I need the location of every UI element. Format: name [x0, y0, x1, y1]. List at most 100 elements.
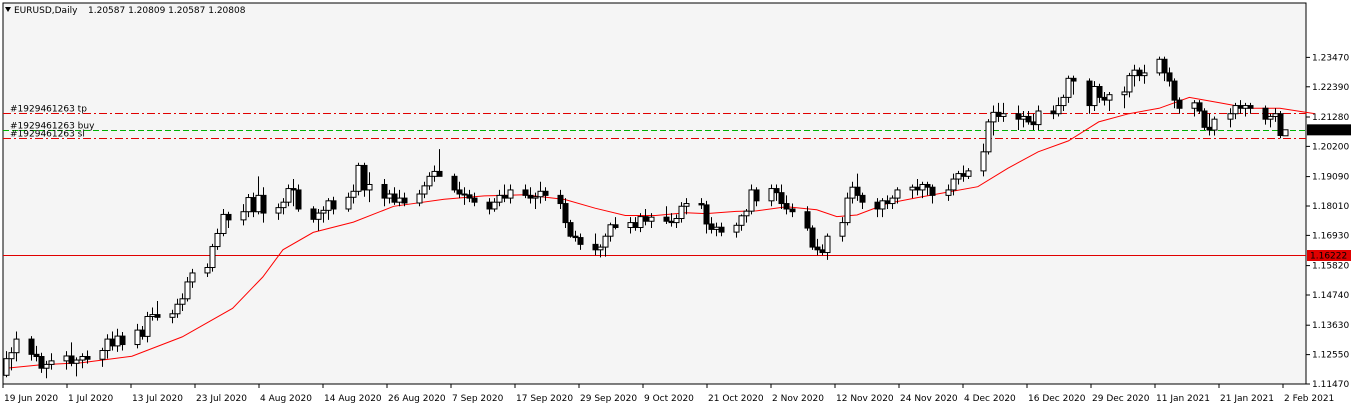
candle-body [84, 356, 91, 360]
bull-candle [220, 208, 227, 237]
bull-candle [844, 192, 851, 226]
candle-body [250, 197, 257, 213]
x-tick-label: 21 Jan 2021 [1220, 394, 1274, 404]
candle-body [396, 197, 403, 203]
y-tick-label: 1.21280 [1312, 113, 1349, 123]
bull-candle [8, 347, 15, 371]
candle-body [3, 358, 10, 376]
bear-candle [1196, 100, 1203, 114]
candle-body [572, 235, 579, 239]
bear-candle [1166, 67, 1173, 87]
bear-candle [642, 208, 649, 226]
bear-candle [718, 222, 725, 237]
candle-body [275, 207, 282, 214]
bear-candle [814, 238, 821, 256]
symbol-label: EURUSD,Daily [14, 6, 78, 16]
triangle-down-icon[interactable] [5, 7, 11, 12]
candle-body [245, 197, 252, 213]
bear-candle [290, 179, 297, 207]
candle-body [1000, 113, 1007, 117]
candle-body [919, 183, 926, 191]
order-line-label: #1929461263 buy [10, 122, 95, 132]
bear-candle [1070, 75, 1077, 95]
bear-candle [1096, 83, 1103, 103]
candle-body [673, 218, 680, 224]
candle-body [683, 203, 690, 207]
bear-candle [501, 184, 508, 203]
bull-candle [980, 143, 987, 177]
bear-candle [1262, 105, 1269, 125]
candle-body [637, 216, 644, 228]
candle-body [381, 183, 388, 199]
bull-candle [1106, 91, 1113, 112]
candle-body [421, 185, 428, 195]
bull-candle [350, 184, 357, 204]
bull-candle [416, 189, 423, 207]
candle-body [214, 232, 221, 248]
candle-body [169, 313, 176, 318]
bear-candle [38, 352, 45, 373]
x-tick-label: 4 Aug 2020 [260, 394, 312, 404]
bull-candle [824, 233, 831, 260]
order-line-label: #1929461263 tp [10, 105, 87, 115]
bear-candle [859, 192, 866, 209]
bull-candle [507, 184, 514, 204]
bull-candle [421, 181, 428, 199]
candle-body [874, 201, 881, 210]
candle-body [738, 215, 745, 226]
candle-body [1247, 105, 1254, 109]
bear-candle [663, 206, 670, 224]
bull-candle [602, 233, 609, 257]
candle-body [431, 170, 438, 177]
candle-body [1191, 102, 1198, 109]
candle-body [668, 220, 675, 224]
bear-candle [1176, 97, 1183, 114]
candle-body [929, 186, 936, 196]
bull-candle [285, 184, 292, 207]
candle-body [361, 164, 368, 191]
candle-body [209, 246, 216, 269]
y-tick-label: 1.14740 [1312, 291, 1349, 301]
x-tick-label: 21 Oct 2020 [708, 394, 764, 404]
candle-body [1065, 77, 1072, 98]
candle-body [1237, 105, 1244, 109]
bear-candle [577, 233, 584, 250]
candle-body [1277, 113, 1284, 136]
bull-candle [1055, 97, 1062, 117]
bear-candle [260, 187, 267, 223]
bull-candle [169, 309, 176, 324]
bear-candle [1025, 111, 1032, 125]
bear-candle [295, 184, 302, 212]
candle-body [1050, 110, 1057, 115]
bull-candle [496, 189, 503, 207]
candle-body [1136, 69, 1143, 77]
x-tick-label: 9 Oct 2020 [644, 394, 694, 404]
bull-candle [1000, 102, 1007, 122]
time-axis[interactable]: 19 Jun 2020 1 Jul 2020 13 Jul 2020 23 Jul 2… [2, 384, 1334, 404]
candle-body [542, 190, 549, 196]
candle-body [773, 188, 780, 194]
bear-candle [778, 184, 785, 209]
price-marker: 1.20808 [1307, 124, 1351, 136]
candle-body [179, 298, 186, 305]
candle-body [184, 281, 191, 300]
candle-body [189, 272, 196, 283]
bear-candle [612, 217, 619, 230]
candle-body [139, 329, 146, 337]
level-marker: 1.16222 [1307, 250, 1351, 262]
bear-candle [773, 184, 780, 201]
candle-body [778, 192, 785, 205]
bull-candle [990, 105, 997, 136]
level-price-box [1307, 250, 1351, 261]
candle-body [154, 314, 161, 318]
candle-body [879, 200, 886, 210]
price-axis[interactable]: 1.23470 1.22390 1.21280 1.20200 1.19090 1.180… [1306, 53, 1349, 390]
candle-body [451, 175, 458, 191]
candle-body [753, 189, 760, 202]
bull-candle [144, 311, 151, 343]
candle-body [114, 335, 121, 347]
bull-candle [683, 198, 690, 215]
candle-body [426, 175, 433, 187]
bear-candle [703, 200, 710, 234]
